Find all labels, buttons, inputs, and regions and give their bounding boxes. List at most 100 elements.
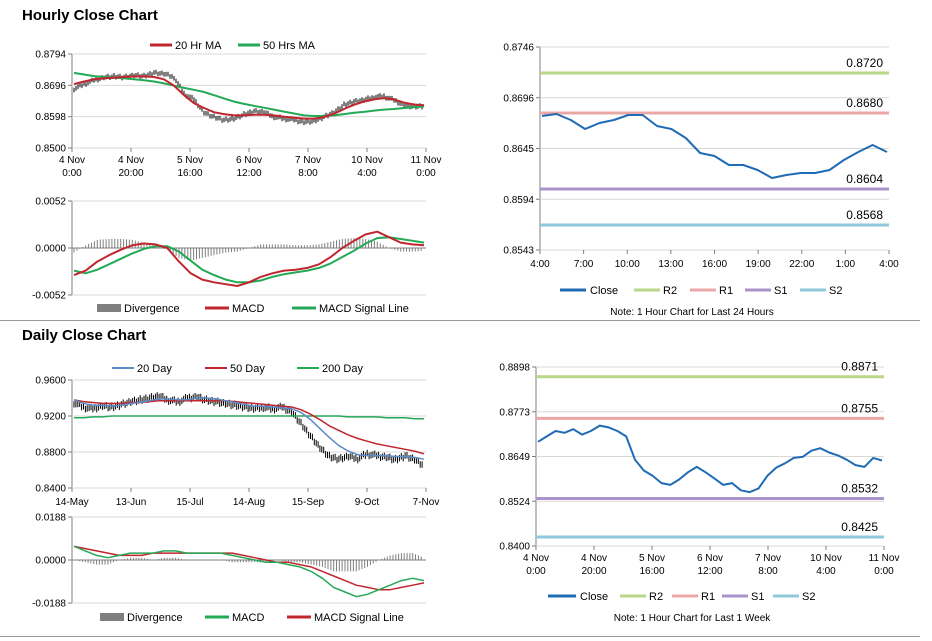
wk-ytick-label: 0.8524 <box>499 497 530 508</box>
hourly-price-chart: 20 Hr MA 50 Hrs MA 0.8794 0.8696 0.8598 0.8… <box>35 40 441 179</box>
wk-xtick-label: 7 Nov <box>755 553 781 564</box>
h24-xtick-label: 1:00 <box>836 259 856 270</box>
h24-xtick-label: 4:00 <box>530 259 550 270</box>
dm-legend-signal: MACD Signal Line <box>314 612 404 624</box>
dp-xtick-label: 13-Jun <box>116 497 147 508</box>
dp-ytick-label: 0.8400 <box>35 484 66 495</box>
hp-legend-20hr-ma: 20 Hr MA <box>175 40 222 52</box>
h24-legend-s1: S1 <box>774 285 787 297</box>
dm-ytick-label: 0.0000 <box>35 556 66 567</box>
h24-xtick-label: 19:00 <box>746 259 771 270</box>
h24-ytick-label: 0.8696 <box>503 93 534 104</box>
wk-ytick-label: 0.8773 <box>499 407 530 418</box>
hp-xtick-label: 5 Nov <box>177 155 203 166</box>
dm-legend-divergence: Divergence <box>127 612 183 624</box>
hp-xtick-label: 11 Nov <box>411 155 442 166</box>
wk-xtick-label: 0:00 <box>874 566 894 577</box>
hp-xtick-label: 0:00 <box>62 168 82 179</box>
h24-legend-r2: R2 <box>663 285 677 297</box>
daily-section-title: Daily Close Chart <box>22 327 147 344</box>
wk-legend-s2: S2 <box>802 591 815 603</box>
wk-xtick-label: 12:00 <box>697 566 722 577</box>
wk-ytick-label: 0.8649 <box>499 452 530 463</box>
hp-xtick-label: 6 Nov <box>236 155 262 166</box>
wk-level-label-r1: 0.8755 <box>841 401 878 415</box>
h24-note: Note: 1 Hour Chart for Last 24 Hours <box>610 307 773 318</box>
dm-ytick-label: -0.0188 <box>32 599 66 610</box>
hm-ytick-label: -0.0052 <box>32 291 66 302</box>
hp-xtick-label: 20:00 <box>118 168 143 179</box>
dp-xtick-label: 14-Aug <box>233 497 265 508</box>
hourly-section-title: Hourly Close Chart <box>22 7 158 24</box>
dp-legend-20day: 20 Day <box>137 363 172 375</box>
weekly-close-chart: Close R2 R1 S1 S2 Note: 1 Hour Chart for… <box>499 360 899 624</box>
hp-xtick-label: 16:00 <box>177 168 202 179</box>
hp-ytick-label: 0.8500 <box>35 144 66 155</box>
h24-xtick-label: 4:00 <box>879 259 899 270</box>
wk-xtick-label: 4 Nov <box>581 553 607 564</box>
hp-ytick-label: 0.8794 <box>35 50 66 61</box>
wk-level-label-s1: 0.8532 <box>841 482 878 496</box>
dm-series-signal <box>73 545 425 591</box>
hp-ytick-label: 0.8598 <box>35 112 66 123</box>
wk-xtick-label: 20:00 <box>581 566 606 577</box>
h24-level-label-s1: 0.8604 <box>846 172 883 186</box>
wk-ytick-label: 0.8898 <box>499 363 530 374</box>
h24-level-label-r1: 0.8680 <box>846 96 883 110</box>
dp-xtick-label: 14-May <box>55 497 88 508</box>
dm-legend-swatch-divergence <box>100 613 124 621</box>
dp-ytick-label: 0.9600 <box>35 376 66 387</box>
hp-series-50hrs-ma <box>73 71 425 117</box>
hourly-macd-chart: Divergence MACD MACD Signal Line 0.0052 0… <box>32 197 426 315</box>
dp-legend-200day: 200 Day <box>322 363 363 375</box>
hm-legend-signal: MACD Signal Line <box>319 303 409 315</box>
wk-xtick-label: 4 Nov <box>523 553 549 564</box>
h24-ytick-label: 0.8746 <box>503 43 534 54</box>
dp-series-20day <box>73 397 425 460</box>
hm-legend-macd: MACD <box>232 303 264 315</box>
dp-xtick-label: 9-Oct <box>355 497 380 508</box>
hp-legend-50hrs-ma: 50 Hrs MA <box>263 40 316 52</box>
h24-xtick-label: 10:00 <box>615 259 640 270</box>
daily-price-chart: 20 Day 50 Day 200 Day 0.9600 0.9200 0.8800… <box>35 363 439 508</box>
hourly-24h-chart: Close R2 R1 S1 S2 Note: 1 Hour Chart for… <box>503 43 899 319</box>
wk-xtick-label: 0:00 <box>526 566 546 577</box>
hp-xtick-label: 4:00 <box>357 168 377 179</box>
hm-ytick-label: 0.0052 <box>35 197 66 208</box>
h24-ytick-label: 0.8645 <box>503 144 534 155</box>
h24-series-close <box>541 113 888 179</box>
h24-xtick-label: 13:00 <box>658 259 683 270</box>
wk-xtick-label: 10 Nov <box>810 553 842 564</box>
daily-macd-chart: Divergence MACD MACD Signal Line 0.0188 0… <box>32 513 426 624</box>
wk-level-label-r2: 0.8871 <box>841 360 878 374</box>
dp-ytick-label: 0.9200 <box>35 412 66 423</box>
dp-xtick-label: 15-Sep <box>292 497 325 508</box>
hp-xtick-label: 12:00 <box>236 168 261 179</box>
wk-ytick-label: 0.8400 <box>499 542 530 553</box>
hm-ytick-label: 0.0000 <box>35 244 66 255</box>
dp-ytick-label: 0.8800 <box>35 448 66 459</box>
dp-xtick-label: 15-Jul <box>176 497 203 508</box>
dp-series-200day <box>74 415 424 420</box>
wk-xtick-label: 8:00 <box>758 566 778 577</box>
h24-xtick-label: 22:00 <box>789 259 814 270</box>
wk-legend-r2: R2 <box>649 591 663 603</box>
wk-level-label-s2: 0.8425 <box>841 520 878 534</box>
wk-xtick-label: 5 Nov <box>639 553 665 564</box>
hp-series-20hr-ma <box>73 75 425 120</box>
dm-legend-macd: MACD <box>232 612 264 624</box>
hp-xtick-label: 8:00 <box>298 168 318 179</box>
h24-level-label-s2: 0.8568 <box>846 208 883 222</box>
wk-xtick-label: 16:00 <box>639 566 664 577</box>
h24-legend-r1: R1 <box>719 285 733 297</box>
hp-xtick-label: 4 Nov <box>118 155 144 166</box>
hp-ytick-label: 0.8696 <box>35 81 66 92</box>
h24-ytick-label: 0.8543 <box>503 246 534 257</box>
wk-legend-s1: S1 <box>751 591 764 603</box>
wk-xtick-label: 6 Nov <box>697 553 723 564</box>
dp-xtick-label: 7-Nov <box>413 497 440 508</box>
h24-xtick-label: 16:00 <box>702 259 727 270</box>
h24-xtick-label: 7:00 <box>574 259 594 270</box>
hp-xtick-label: 4 Nov <box>59 155 85 166</box>
